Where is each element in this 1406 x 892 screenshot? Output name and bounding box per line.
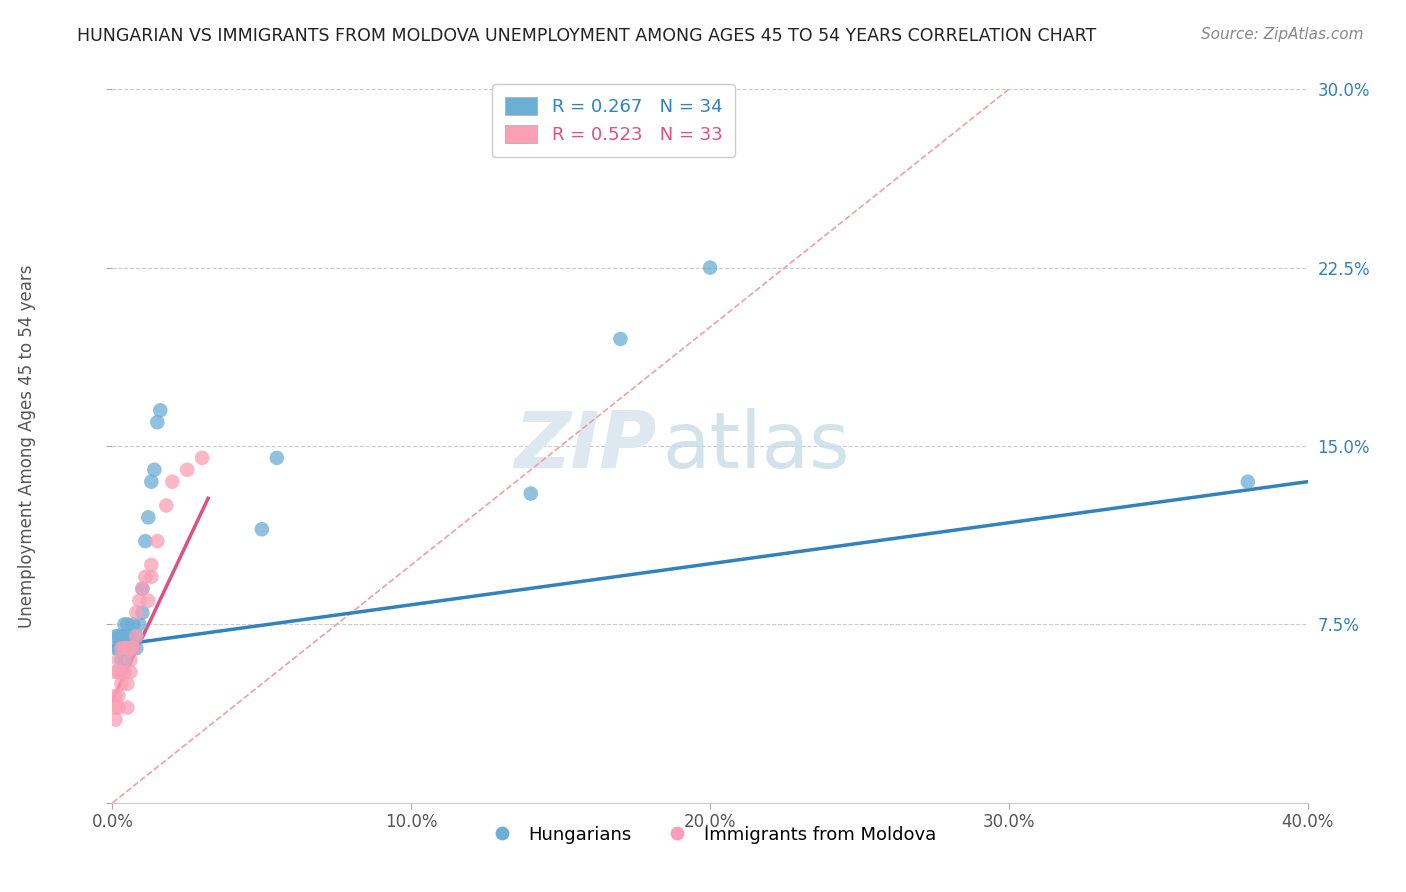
Point [122, 641, 145, 656]
Text: HUNGARIAN VS IMMIGRANTS FROM MOLDOVA UNEMPLOYMENT AMONG AGES 45 TO 54 YEARS CORR: HUNGARIAN VS IMMIGRANTS FROM MOLDOVA UNE… [77, 27, 1097, 45]
Point [120, 629, 142, 643]
Point [155, 499, 177, 513]
Point [107, 665, 129, 679]
Point [120, 653, 142, 667]
Point [114, 641, 135, 656]
Point [104, 665, 127, 679]
Point [120, 641, 142, 656]
Point [117, 700, 139, 714]
Y-axis label: Unemployment Among Ages 45 to 54 years: Unemployment Among Ages 45 to 54 years [17, 264, 35, 628]
Point [122, 641, 145, 656]
Point [191, 450, 214, 465]
Point [128, 617, 150, 632]
Point [122, 617, 145, 632]
Text: atlas: atlas [662, 408, 849, 484]
Point [609, 332, 631, 346]
Point [138, 593, 160, 607]
Point [117, 677, 139, 691]
Point [114, 653, 135, 667]
Legend: Hungarians, Immigrants from Moldova: Hungarians, Immigrants from Moldova [477, 819, 943, 851]
Point [125, 629, 148, 643]
Point [162, 475, 183, 489]
Text: ZIP: ZIP [515, 408, 657, 484]
Point [143, 463, 166, 477]
Point [117, 641, 139, 656]
Point [141, 558, 163, 572]
Point [110, 629, 132, 643]
Point [107, 629, 129, 643]
Point [128, 593, 150, 607]
Point [138, 510, 160, 524]
Point [104, 689, 127, 703]
Point [134, 570, 156, 584]
Text: Source: ZipAtlas.com: Source: ZipAtlas.com [1201, 27, 1364, 42]
Point [146, 415, 169, 429]
Point [104, 700, 127, 714]
Point [520, 486, 543, 500]
Point [110, 653, 132, 667]
Point [104, 629, 127, 643]
Point [120, 665, 142, 679]
Point [149, 403, 172, 417]
Point [1237, 475, 1260, 489]
Point [107, 700, 129, 714]
Point [107, 689, 129, 703]
Point [107, 653, 129, 667]
Point [114, 641, 135, 656]
Point [104, 713, 127, 727]
Point [250, 522, 273, 536]
Point [146, 534, 169, 549]
Point [110, 665, 132, 679]
Point [104, 641, 127, 656]
Point [131, 606, 153, 620]
Point [114, 617, 135, 632]
Point [131, 582, 153, 596]
Point [114, 665, 135, 679]
Point [110, 677, 132, 691]
Point [107, 641, 129, 656]
Point [699, 260, 721, 275]
Point [117, 641, 139, 656]
Point [141, 475, 163, 489]
Point [120, 641, 142, 656]
Point [141, 570, 163, 584]
Point [110, 641, 132, 656]
Point [134, 534, 156, 549]
Point [125, 641, 148, 656]
Point [110, 641, 132, 656]
Point [125, 629, 148, 643]
Point [266, 450, 288, 465]
Point [117, 617, 139, 632]
Point [117, 629, 139, 643]
Point [125, 606, 148, 620]
Point [131, 582, 153, 596]
Point [176, 463, 198, 477]
